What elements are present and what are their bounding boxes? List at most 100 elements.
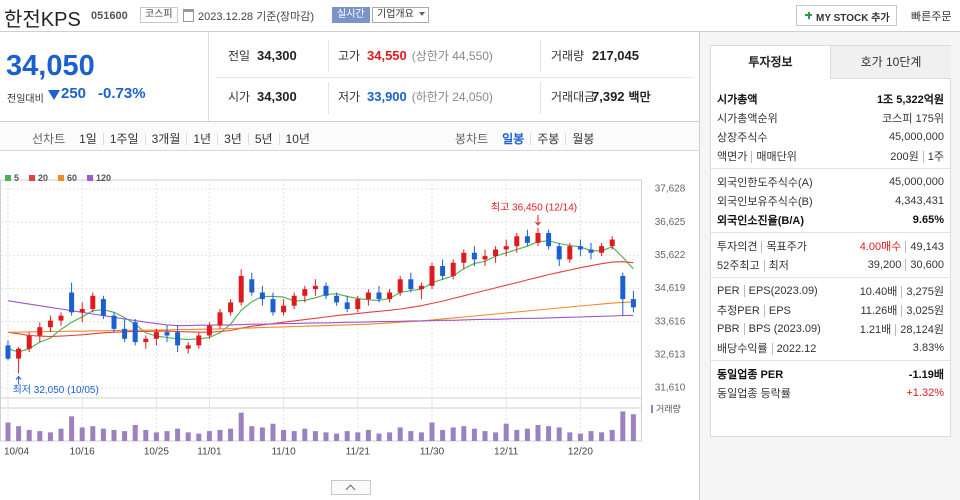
info-label: 외국인한도주식수(A) xyxy=(717,174,813,190)
y-tick-label: 34,619 xyxy=(655,283,686,294)
info-row: 시가총액 1조 5,322억원 xyxy=(717,89,944,108)
info-row: 외국인보유주식수(B) 4,343,431 xyxy=(717,191,944,210)
info-value-part: 39,200 xyxy=(867,258,902,271)
volume-bar xyxy=(312,431,318,441)
info-label: 시가총액 xyxy=(717,91,757,107)
side-tab-active[interactable]: 투자정보 xyxy=(711,46,830,79)
info-label-part: 동일업종 등락률 xyxy=(717,387,791,400)
period-tab[interactable]: 3개월 xyxy=(144,132,187,145)
realtime-badge[interactable]: 실시간 xyxy=(332,7,370,23)
quote-label: 시가 xyxy=(228,90,251,104)
volume-bar xyxy=(79,427,85,441)
candle-body xyxy=(418,285,424,290)
quote-value: 7,392 xyxy=(592,89,625,104)
candle-body xyxy=(408,279,414,290)
volume-bar xyxy=(5,422,11,441)
volume-bar xyxy=(270,423,276,441)
candle-body xyxy=(153,332,159,339)
period-tab[interactable]: 일봉 xyxy=(502,131,525,146)
x-tick-label: 11/21 xyxy=(346,447,371,458)
volume-bar xyxy=(546,426,552,441)
volume-bar xyxy=(397,427,403,441)
candle-body xyxy=(37,327,43,336)
period-tab[interactable]: 1일 xyxy=(79,131,97,146)
period-tab[interactable]: 5년 xyxy=(247,132,279,145)
period-tab[interactable]: 월봉 xyxy=(565,132,600,145)
period-tab[interactable]: 1년 xyxy=(186,132,217,145)
info-group: 동일업종 PER -1.19배 동일업종 등락률 +1.32% xyxy=(711,361,950,405)
info-value-part: 200원 xyxy=(890,150,919,163)
volume-bar xyxy=(175,428,181,441)
divider xyxy=(540,40,541,72)
candle-body xyxy=(493,249,499,257)
info-label-part: 매매단위 xyxy=(751,150,797,163)
candle-body xyxy=(69,292,75,313)
period-tab[interactable]: 1주일 xyxy=(102,132,145,145)
volume-bar xyxy=(26,429,32,441)
quote-value: 34,550 xyxy=(367,48,407,63)
period-tab[interactable]: 3년 xyxy=(217,132,248,145)
quote-value: 34,300 xyxy=(257,48,297,63)
volume-bar xyxy=(365,429,371,441)
plus-icon xyxy=(807,11,810,19)
collapse-button[interactable] xyxy=(331,480,371,495)
volume-bar xyxy=(69,416,75,441)
candle-body xyxy=(577,246,583,250)
side-panel: 투자정보 호가 10단계 시가총액 1조 5,322억원 시가총액순위 코스피 175… xyxy=(710,45,951,437)
candle-body xyxy=(546,232,552,247)
info-value: 10.40배 3,275원 xyxy=(860,283,944,299)
info-label-part: 액면가 xyxy=(717,150,748,163)
candle-body xyxy=(535,232,541,243)
quote-value: 33,900 xyxy=(367,89,407,104)
candle-body xyxy=(620,275,626,300)
legend-swatch xyxy=(29,175,36,181)
volume-bar xyxy=(122,431,128,441)
info-row: 투자의견 목표주가 4.00매수 49,143 xyxy=(717,236,944,255)
info-value: 1조 5,322억원 xyxy=(877,91,944,107)
volume-bar xyxy=(323,432,329,441)
info-row: 동일업종 PER -1.19배 xyxy=(717,364,944,383)
volume-bar xyxy=(153,432,159,441)
side-tab[interactable]: 호가 10단계 xyxy=(830,46,951,79)
period-tab[interactable]: 10년 xyxy=(278,132,316,145)
volume-bar xyxy=(228,428,234,441)
header-bar xyxy=(0,0,960,32)
volume-bar xyxy=(90,426,96,441)
quote-item: 저가 33,900 (하한가 24,050) xyxy=(338,88,493,105)
chevron-icon xyxy=(345,484,356,495)
info-label: 외국인보유주식수(B) xyxy=(717,193,813,209)
volume-bar xyxy=(376,433,382,441)
quote-note: (상한가 44,550) xyxy=(411,49,493,63)
moving-average-line xyxy=(7,240,634,353)
info-value-part: 3,275원 xyxy=(901,285,944,298)
volume-bar xyxy=(58,428,64,441)
candle-body xyxy=(514,236,520,247)
info-value-part: 4.00매수 xyxy=(859,240,902,253)
current-price: 34,050 xyxy=(6,50,95,82)
candle-body xyxy=(291,295,297,306)
info-label: 배당수익률 2022.12 xyxy=(717,340,817,356)
annotation-arrowhead xyxy=(15,375,22,380)
candle-body xyxy=(238,275,244,303)
info-value: 코스피 175위 xyxy=(882,110,944,126)
info-value: 39,200 30,600 xyxy=(867,258,944,271)
x-tick-label: 12/11 xyxy=(494,447,519,458)
y-tick-label: 32,613 xyxy=(655,350,686,361)
period-tab[interactable]: 주봉 xyxy=(530,132,565,145)
company-info-button[interactable]: 기업개요 xyxy=(372,7,429,23)
down-arrow-icon xyxy=(48,90,60,100)
volume-bar xyxy=(259,427,265,441)
info-label-part: 52주최고 xyxy=(717,259,760,272)
volume-bar xyxy=(185,432,191,441)
candle-body xyxy=(185,345,191,349)
volume-bar xyxy=(408,431,414,441)
info-label-part: 외국인보유주식수(B) xyxy=(717,195,813,208)
volume-bar xyxy=(503,423,509,441)
my-stock-label: MY STOCK 추가 xyxy=(816,13,890,24)
volume-bar xyxy=(249,426,255,441)
candle-body xyxy=(26,335,32,349)
candle-body xyxy=(334,295,340,303)
my-stock-button[interactable]: MY STOCK 추가 xyxy=(796,5,897,26)
quick-order-link[interactable]: 빠른주문 xyxy=(911,11,952,23)
